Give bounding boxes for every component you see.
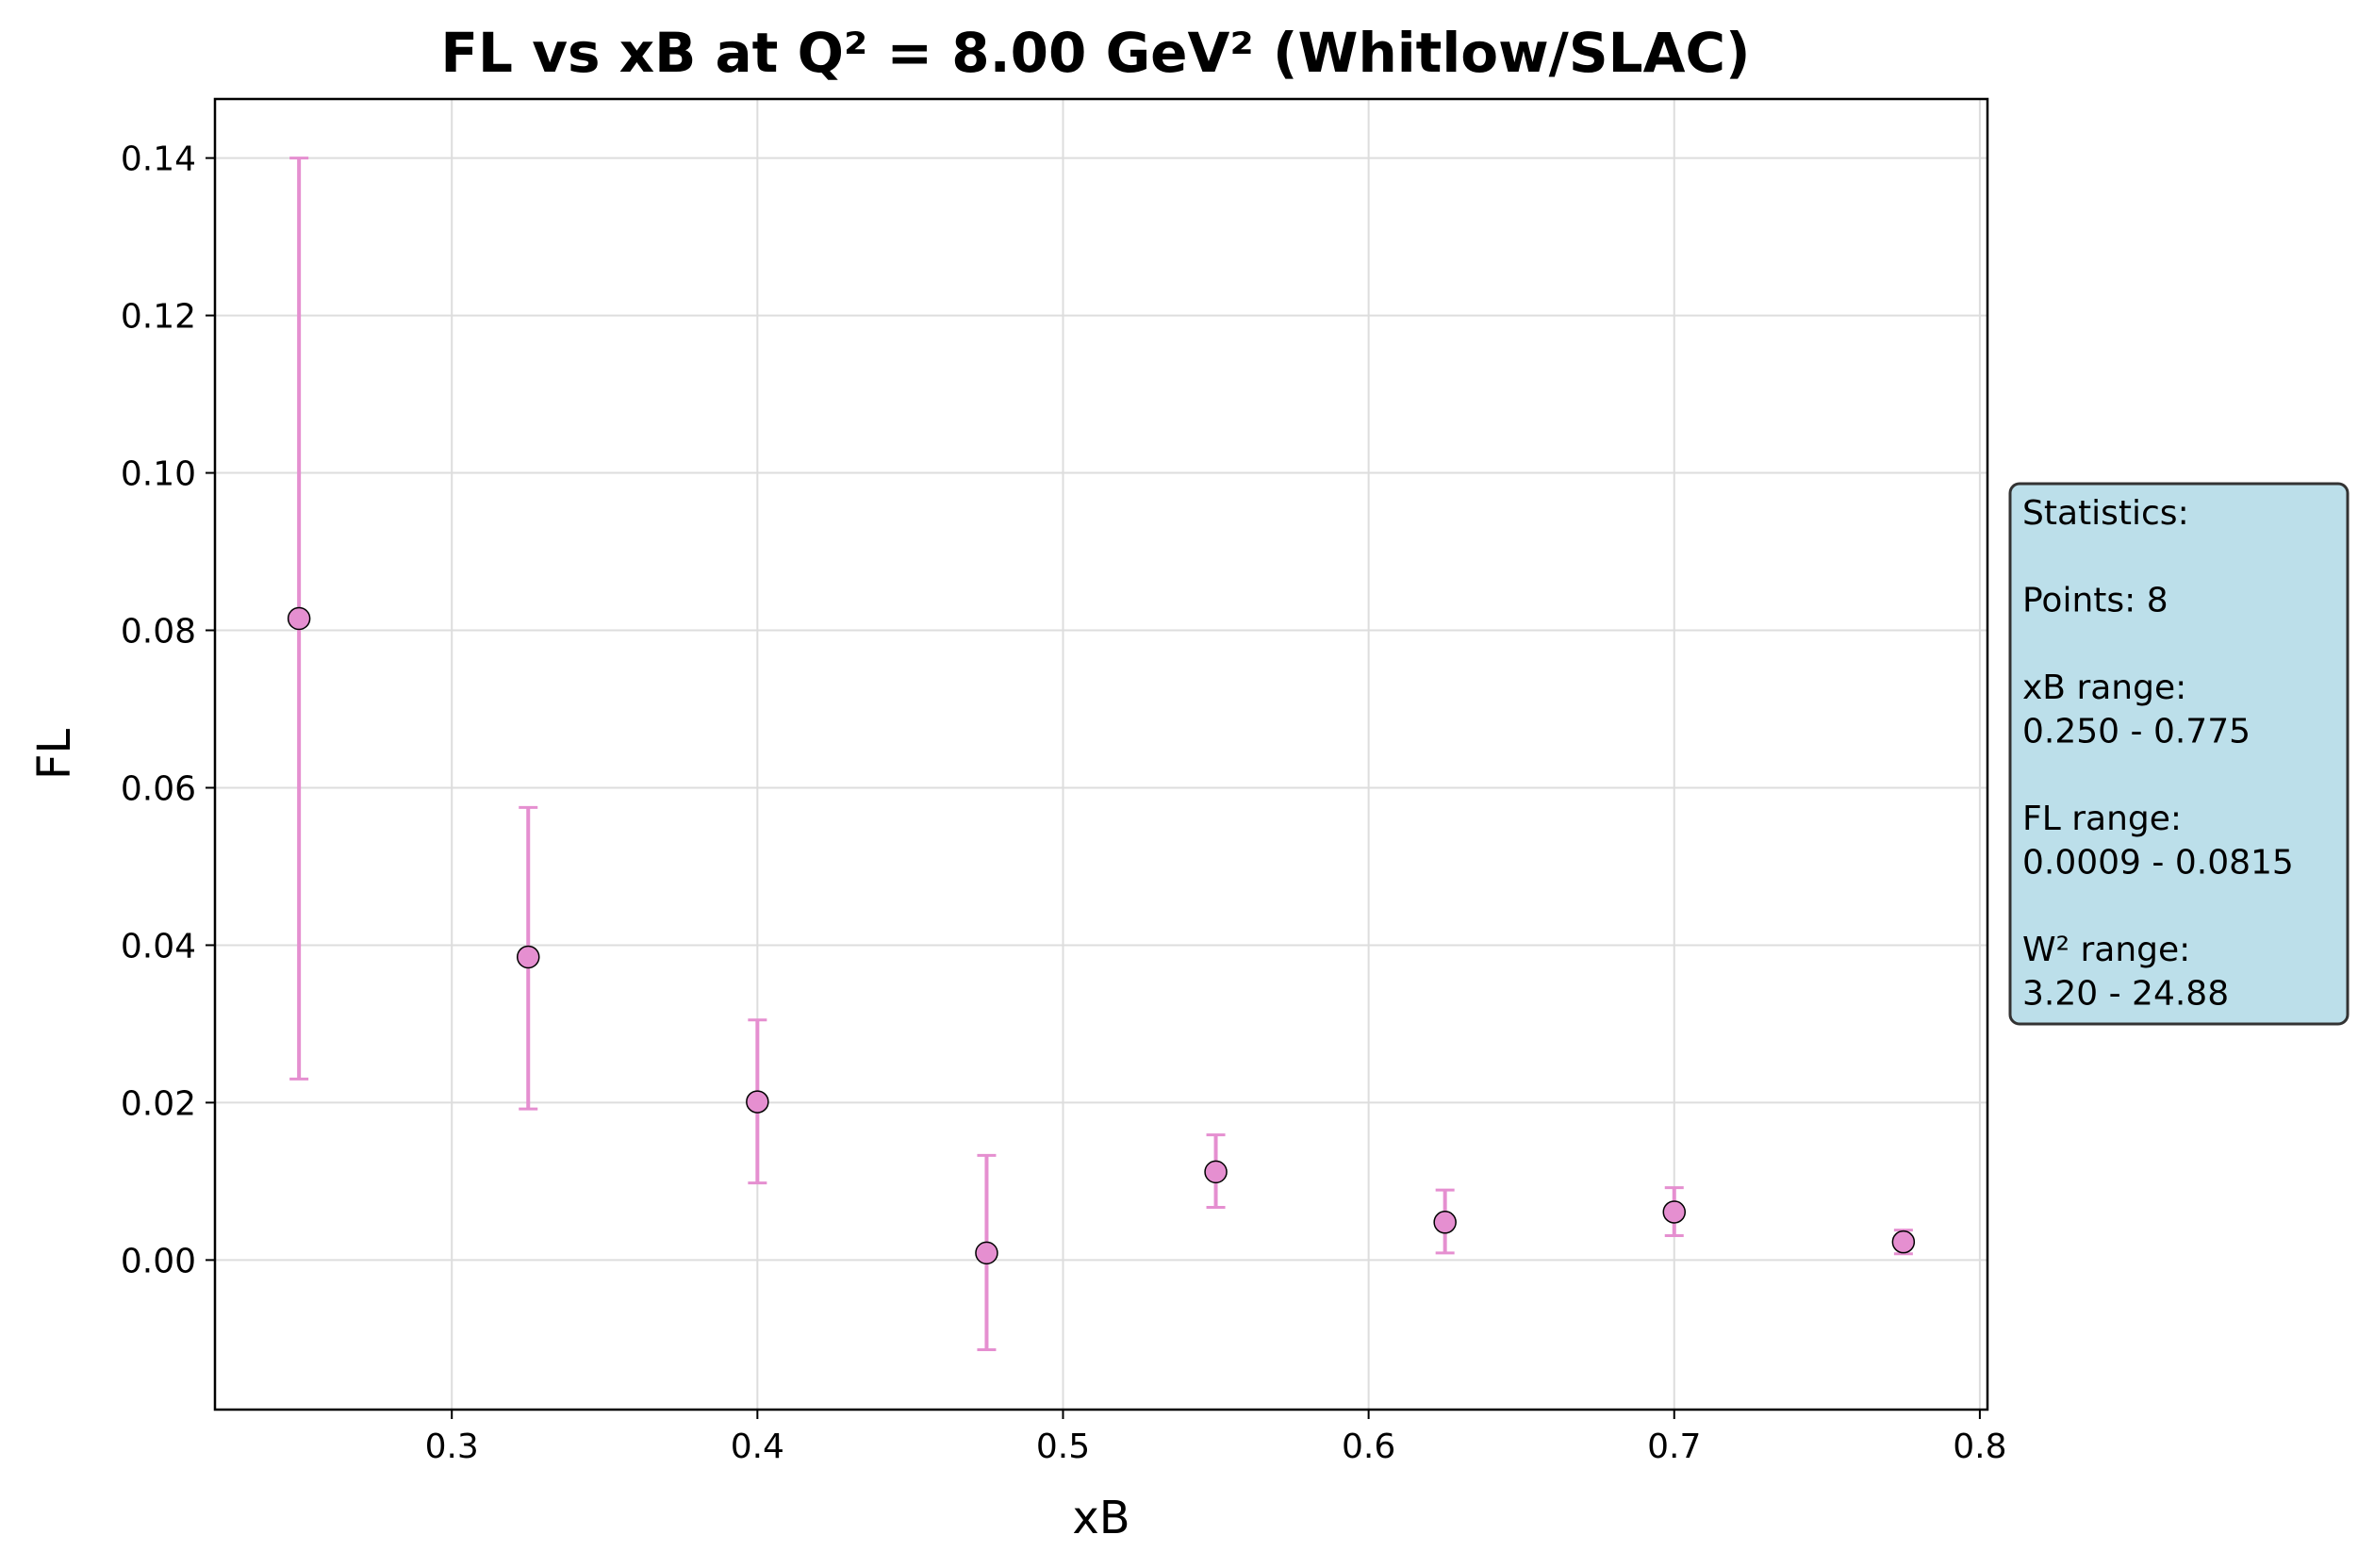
statistics-line: 0.0009 - 0.0815	[2022, 843, 2294, 882]
data-point	[975, 1241, 998, 1265]
statistics-line: W² range:	[2022, 931, 2190, 969]
statistics-line: 3.20 - 24.88	[2022, 974, 2229, 1013]
statistics-line: Statistics:	[2022, 494, 2189, 533]
statistics-line: FL range:	[2022, 800, 2182, 838]
statistics-text: Statistics: Points: 8 xB range: 0.250 - 0.7…	[2022, 494, 2294, 1013]
x-tick-label: 0.3	[425, 1428, 479, 1466]
data-point	[1662, 1200, 1687, 1224]
plot-frame	[213, 97, 1989, 1411]
x-tick-label: 0.8	[1953, 1428, 2006, 1466]
data-point	[287, 606, 311, 631]
data-point	[1433, 1211, 1457, 1234]
x-axis-label: xB	[1072, 1492, 1130, 1544]
y-tick-label: 0.02	[121, 1084, 196, 1123]
data-point	[1891, 1230, 1916, 1254]
data-point	[1204, 1160, 1228, 1184]
statistics-box: Statistics: Points: 8 xB range: 0.250 - 0.7…	[2008, 482, 2350, 1026]
y-tick-label: 0.04	[121, 927, 196, 966]
x-tick-label: 0.6	[1342, 1428, 1395, 1466]
x-axis-ticks: 0.3 0.4 0.5 0.6 0.7 0.8	[425, 1410, 2007, 1466]
data-points	[287, 606, 1916, 1265]
chart-title: FL vs xB at Q² = 8.00 GeV² (Whitlow/SLAC…	[440, 21, 1750, 85]
y-axis-ticks: 0.00 0.02 0.04 0.06 0.08 0.10 0.12 0.14	[121, 140, 215, 1280]
statistics-line: Points: 8	[2022, 582, 2168, 620]
y-tick-label: 0.12	[121, 298, 196, 337]
error-bars	[289, 157, 1913, 1352]
y-tick-label: 0.10	[121, 455, 196, 494]
x-tick-label: 0.7	[1647, 1428, 1701, 1466]
statistics-line: 0.250 - 0.775	[2022, 713, 2251, 751]
statistics-line: xB range:	[2022, 668, 2186, 707]
x-tick-label: 0.5	[1036, 1428, 1090, 1466]
data-point	[516, 945, 540, 969]
x-tick-label: 0.4	[731, 1428, 784, 1466]
y-axis-label: FL	[28, 729, 81, 781]
data-point	[746, 1090, 769, 1114]
y-tick-label: 0.06	[121, 769, 196, 808]
grid	[215, 99, 1987, 1410]
statistics-box-background	[2008, 482, 2350, 1026]
y-tick-label: 0.08	[121, 613, 196, 652]
y-tick-label: 0.00	[121, 1242, 196, 1280]
y-tick-label: 0.14	[121, 140, 196, 179]
